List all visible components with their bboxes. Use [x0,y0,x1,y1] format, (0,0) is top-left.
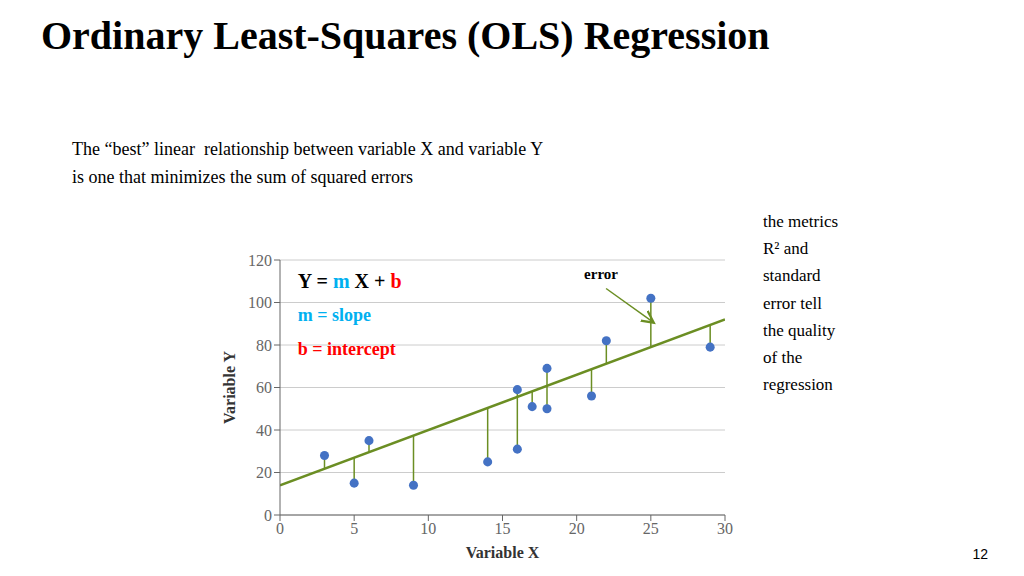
svg-text:10: 10 [420,520,436,537]
svg-text:5: 5 [350,520,358,537]
html-text:12: 12 [972,546,988,562]
svg-text:Variable Y: Variable Y [221,351,238,424]
html-text:Y = m X + b: Y = m X + b [297,270,402,293]
svg-text:20: 20 [256,464,272,481]
svg-text:100: 100 [248,294,272,311]
svg-text:25: 25 [643,520,659,537]
html-text:Ordinary Least-Squares (OLS) R: Ordinary Least-Squares (OLS) Regression [41,13,770,58]
svg-text:40: 40 [256,422,272,439]
svg-text:20: 20 [569,520,585,537]
html-text:The “best” linear relationship: The “best” linear relationship between v… [72,139,544,159]
html-text:m = slope: m = slope [297,304,372,325]
svg-text:60: 60 [256,379,272,396]
svg-text:Variable X: Variable X [466,544,540,561]
html-text:the metrics R² and standard er: the metrics R² and standard error tell t… [763,212,839,395]
svg-text:0: 0 [264,507,272,524]
svg-text:error: error [584,266,618,282]
svg-text:0: 0 [276,520,284,537]
svg-text:80: 80 [256,337,272,354]
html-text:is one that minimizes the sum: is one that minimizes the sum of squared… [72,166,413,187]
svg-text:15: 15 [495,520,511,537]
svg-text:120: 120 [248,252,272,269]
html-text:b = intercept: b = intercept [297,339,396,359]
svg-text:30: 30 [717,520,733,537]
